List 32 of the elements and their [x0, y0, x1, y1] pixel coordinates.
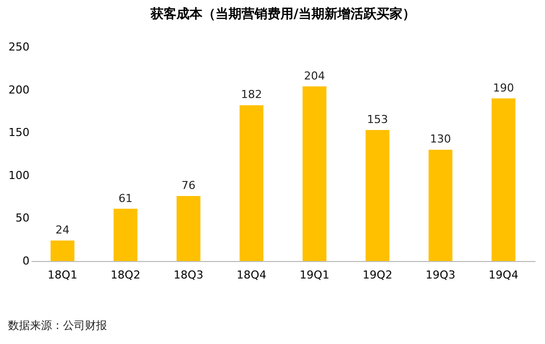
chart-title: 获客成本（当期营销费用/当期新增活跃买家） — [150, 6, 416, 22]
bar — [176, 196, 200, 261]
bar — [50, 240, 74, 261]
bar — [428, 150, 452, 261]
x-tick-label: 18Q2 — [110, 268, 140, 282]
y-tick-label: 150 — [8, 126, 30, 140]
y-tick-label: 250 — [8, 40, 30, 54]
data-label: 76 — [182, 178, 196, 192]
data-label: 153 — [367, 113, 388, 126]
data-label: 204 — [304, 69, 325, 82]
data-label: 61 — [118, 192, 132, 205]
y-tick-label: 0 — [22, 254, 30, 268]
data-label: 130 — [430, 132, 451, 146]
bar — [240, 105, 264, 261]
source-note: 数据来源：公司财报 — [8, 318, 107, 333]
y-tick-label: 200 — [8, 83, 30, 96]
x-tick-label: 19Q4 — [488, 268, 518, 282]
bar — [366, 130, 390, 261]
y-tick-label: 50 — [16, 212, 30, 225]
data-label: 182 — [241, 88, 262, 102]
x-tick-label: 18Q4 — [236, 268, 266, 282]
bar — [114, 208, 138, 261]
y-tick-label: 100 — [8, 168, 30, 182]
x-tick-label: 19Q2 — [362, 268, 392, 282]
data-label: 24 — [56, 223, 70, 236]
data-label: 190 — [493, 81, 514, 94]
x-tick-label: 18Q3 — [174, 268, 204, 282]
x-tick-label: 18Q1 — [48, 268, 78, 282]
bar — [492, 98, 516, 261]
x-tick-label: 19Q1 — [300, 268, 330, 282]
bar — [302, 86, 326, 261]
x-tick-label: 19Q3 — [426, 268, 456, 282]
